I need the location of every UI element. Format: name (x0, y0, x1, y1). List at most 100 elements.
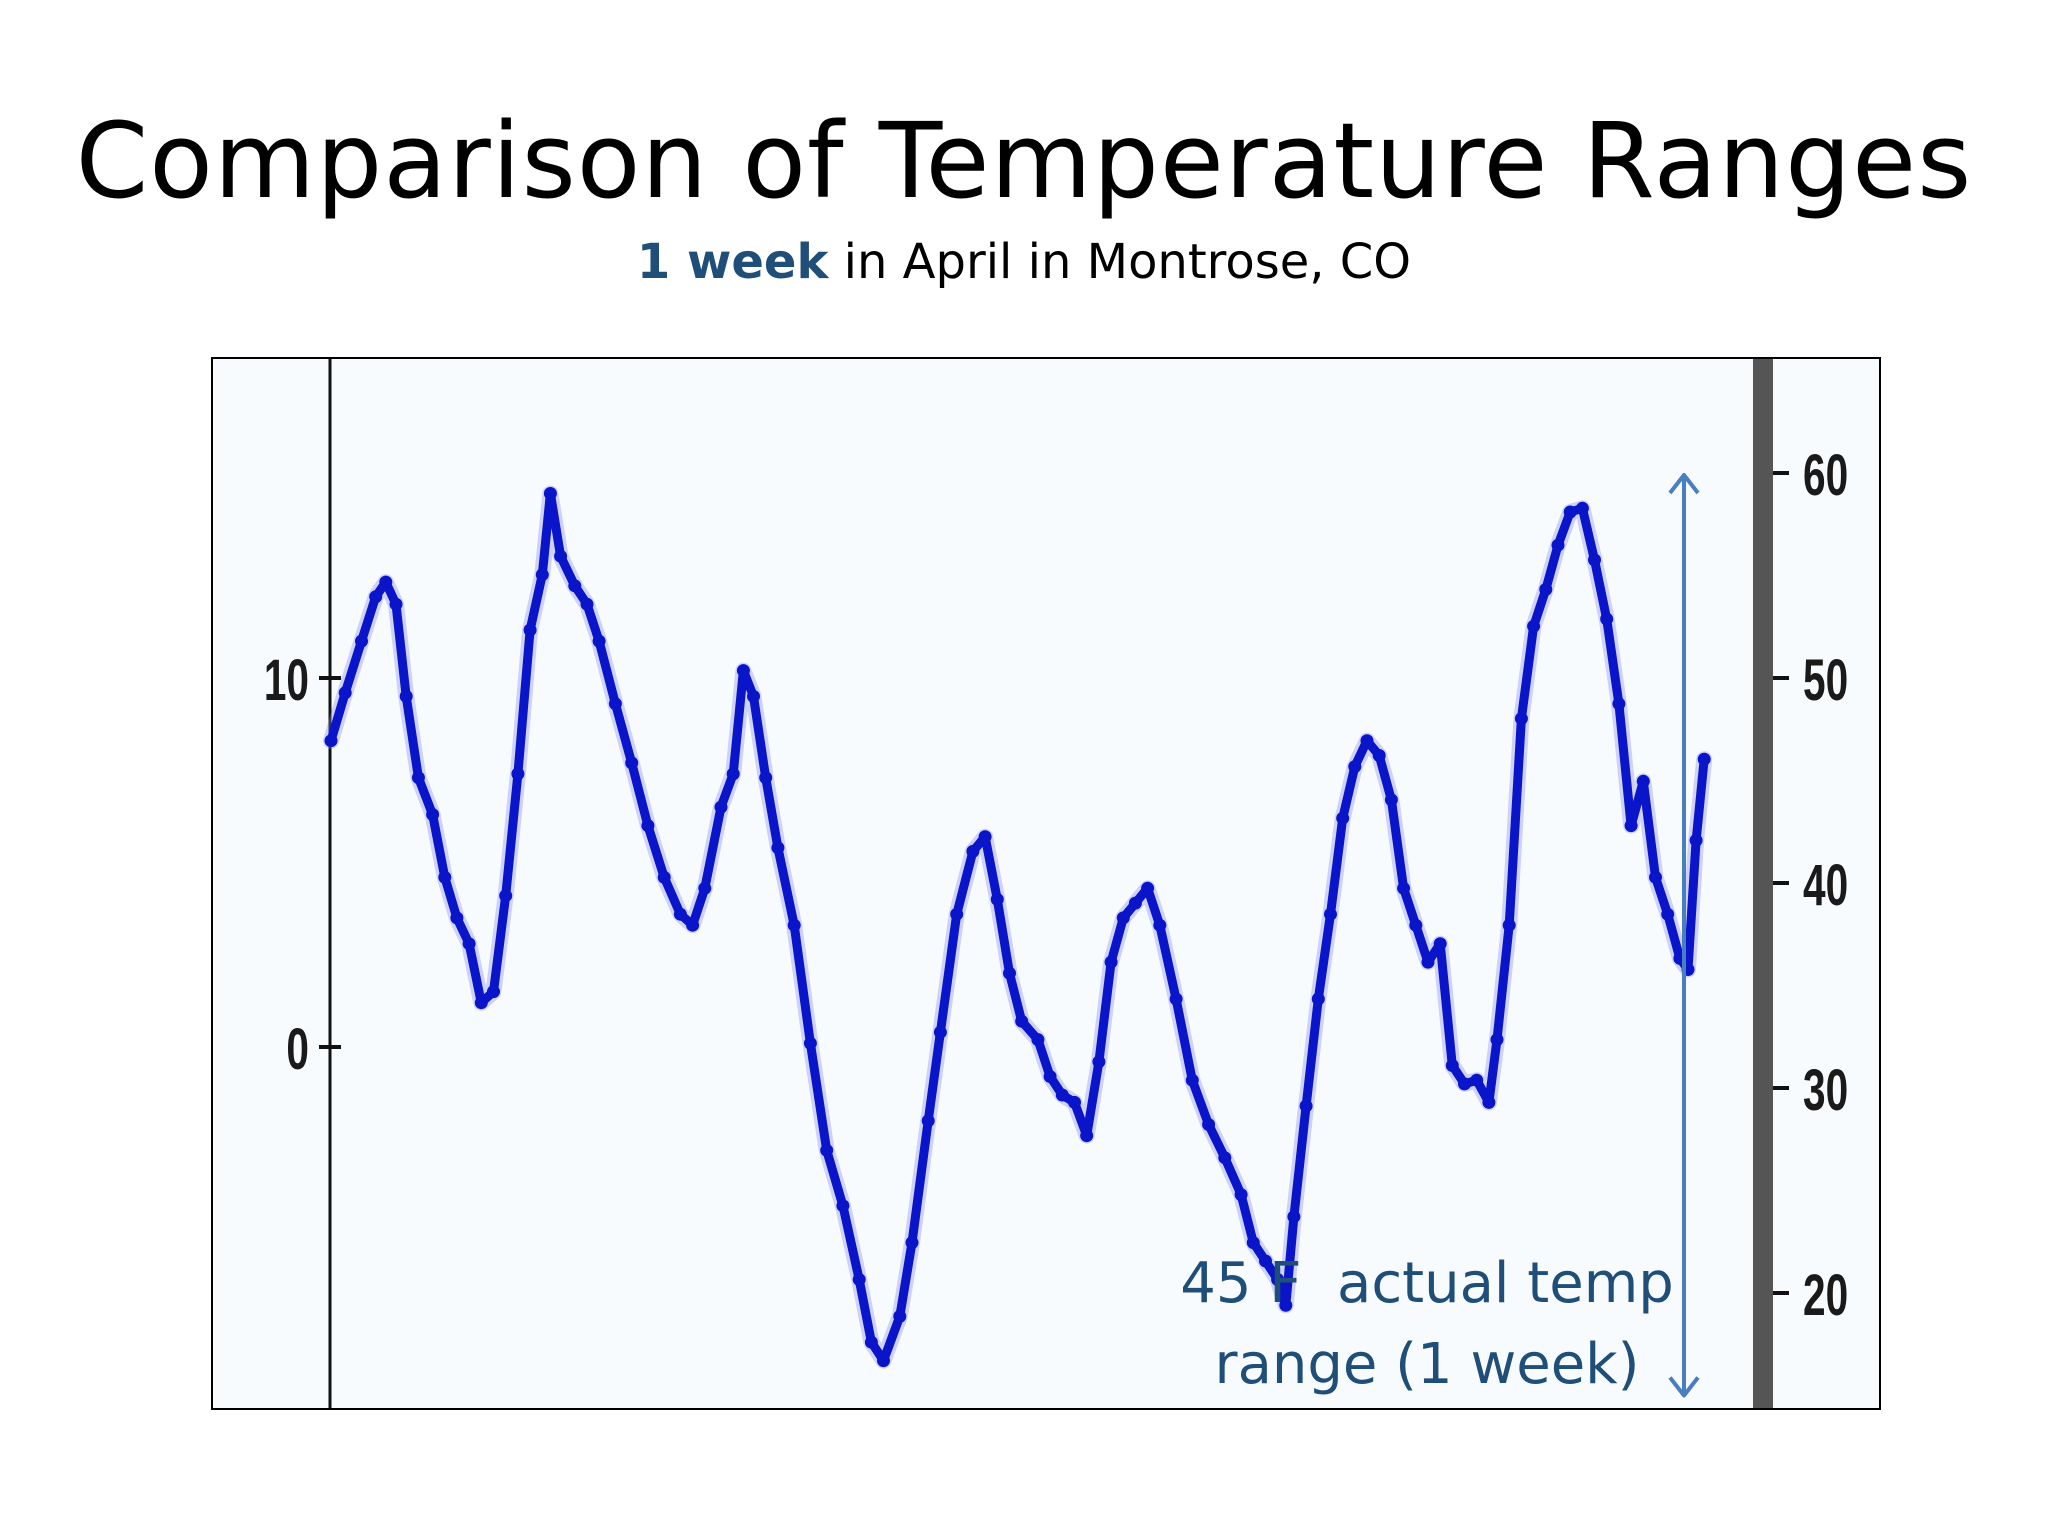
series-point (1372, 749, 1386, 762)
series-point (499, 889, 513, 903)
series-point (1551, 538, 1565, 552)
series-point (921, 1114, 935, 1128)
series-point (338, 686, 352, 700)
series-point (686, 918, 700, 932)
series-point (836, 1199, 850, 1213)
series-point (1128, 896, 1142, 910)
right-axis-tick-label: 50 (1803, 648, 1848, 713)
series-point (1458, 1077, 1471, 1091)
slide-subtitle: 1 week in April in Montrose, CO (0, 234, 2048, 290)
annotation-layer: 45 F actual temp range (1 week) (1180, 473, 1700, 1398)
series-point (1409, 918, 1423, 932)
series-point (1080, 1129, 1094, 1143)
series-point (355, 634, 368, 648)
series-point (1360, 734, 1374, 748)
series-point (1259, 1254, 1272, 1268)
series-point (1141, 881, 1155, 895)
series-point (1271, 1273, 1285, 1286)
series-point (438, 870, 452, 884)
series-point (450, 911, 464, 925)
series-point (608, 697, 622, 711)
series-point (1031, 1033, 1045, 1047)
series-point (1527, 619, 1541, 633)
series-point (1575, 501, 1589, 515)
range-label-line1: 45 F actual temp (1180, 1251, 1674, 1316)
series-point (864, 1335, 878, 1349)
series-point (1234, 1188, 1248, 1202)
series-point (1445, 1059, 1459, 1072)
series-point (1661, 907, 1675, 921)
series-point (1324, 907, 1337, 921)
right-axis-tick-label: 30 (1803, 1058, 1848, 1123)
series-point (1697, 752, 1711, 766)
series-point (389, 597, 403, 611)
series-point (657, 870, 671, 884)
series-point (1336, 811, 1350, 825)
series-point (726, 767, 740, 781)
series-point (1055, 1088, 1069, 1102)
series-point (877, 1354, 890, 1368)
series-point (1470, 1073, 1484, 1087)
series-point (1169, 992, 1183, 1006)
series-point (379, 575, 393, 589)
series-point (1689, 833, 1703, 847)
series-point (1043, 1070, 1057, 1083)
series-point (324, 734, 338, 748)
series-point (399, 689, 413, 703)
right-axis-bar (1753, 359, 1773, 1408)
series-point (1600, 612, 1614, 626)
series-point (1202, 1118, 1216, 1131)
range-arrow-head-top (1668, 473, 1700, 495)
series-point (1092, 1055, 1106, 1069)
chart-plot-area: 10 0 60 50 40 30 20 45 F actual temp range (1 … (211, 357, 1881, 1410)
series-point (1490, 1033, 1504, 1047)
series-point (1421, 955, 1435, 969)
series-point (1116, 911, 1130, 925)
series-point (474, 996, 488, 1010)
series-point (1514, 712, 1528, 726)
left-axis-tick-label: 0 (286, 1017, 309, 1082)
right-axis-tick-label: 20 (1803, 1263, 1848, 1328)
series-point (1299, 1099, 1313, 1113)
subtitle-rest: in April in Montrose, CO (828, 234, 1412, 290)
subtitle-emphasis: 1 week (636, 234, 829, 290)
series-point (1539, 582, 1553, 596)
series-point (1015, 1014, 1029, 1028)
series-point (698, 881, 712, 895)
series-point (1612, 697, 1626, 711)
series-point (950, 907, 964, 921)
series-point (592, 634, 606, 648)
series-point (1311, 992, 1325, 1006)
series-halo (323, 485, 1713, 1369)
series-point (1482, 1095, 1496, 1109)
series-point (803, 1036, 817, 1050)
series-point (625, 756, 639, 770)
series-point (580, 597, 594, 611)
series-point (1397, 881, 1411, 895)
series-point (411, 771, 425, 785)
series-point (787, 918, 801, 932)
range-arrow-head-bottom (1668, 1376, 1700, 1398)
series-point (487, 985, 500, 999)
series-point (369, 590, 383, 604)
series-point (1433, 937, 1447, 951)
series-point (771, 841, 785, 855)
series-point (1068, 1095, 1081, 1109)
series-point (1185, 1073, 1199, 1087)
right-axis: 60 50 40 30 20 (1753, 359, 1848, 1408)
series-point (554, 549, 568, 563)
series-point (1003, 966, 1016, 980)
series-point (1246, 1236, 1260, 1250)
series-point (759, 771, 773, 785)
series-point (511, 767, 525, 781)
series-point (852, 1273, 866, 1286)
series-point (747, 689, 760, 703)
left-axis-tick-label: 10 (264, 648, 309, 713)
series-point (820, 1143, 834, 1157)
series-point (990, 892, 1004, 906)
series-point (714, 800, 728, 814)
series-layer (323, 485, 1713, 1369)
series-point (462, 937, 476, 951)
right-axis-tick-label: 40 (1803, 853, 1848, 918)
